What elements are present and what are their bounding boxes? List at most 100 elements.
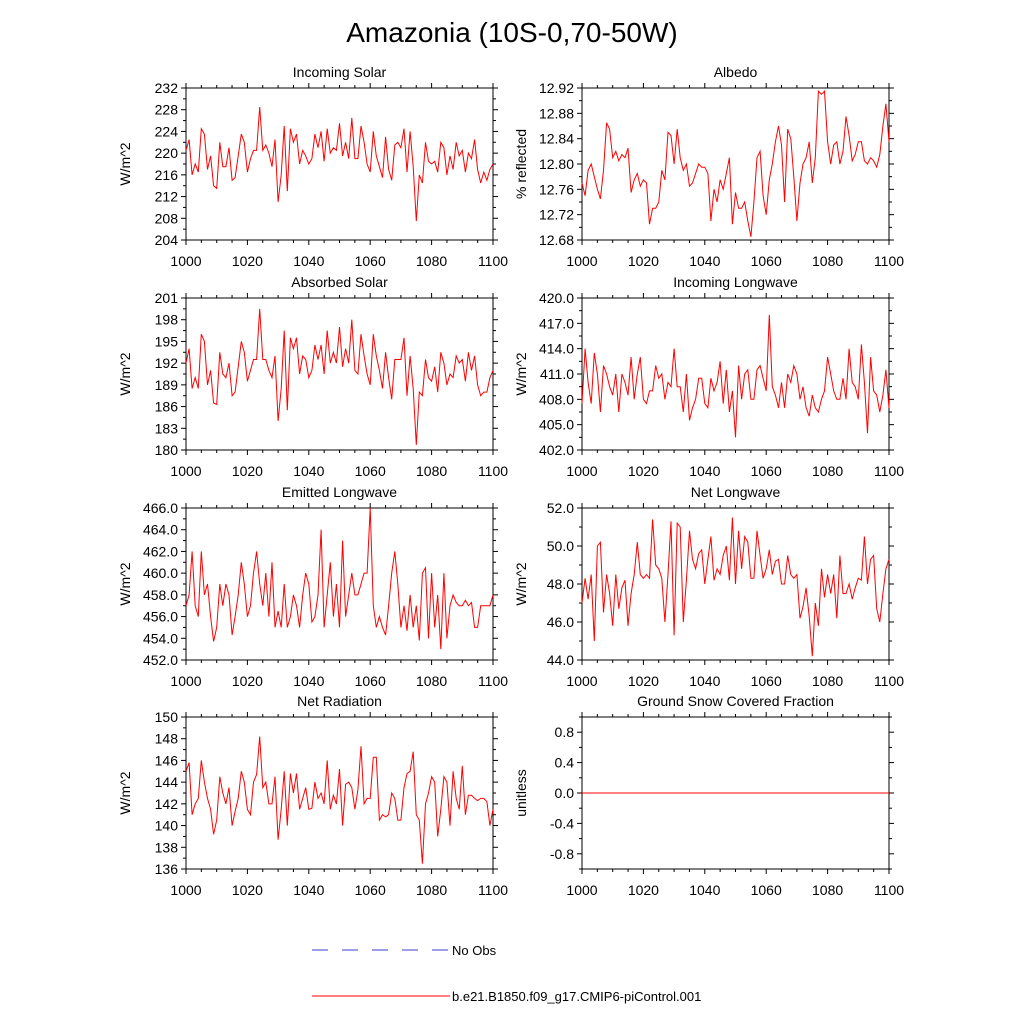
x-tick-label: 1060 [355,673,386,689]
y-tick-label: 148 [155,731,179,747]
x-tick-label: 1040 [293,253,324,269]
y-tick-label: 48.0 [547,576,574,592]
y-tick-label: 414.0 [539,341,574,357]
x-tick-label: 1060 [355,882,386,898]
y-tick-label: 405.0 [539,417,574,433]
legend: No Obs b.e21.B1850.f09_g17.CMIP6-piContr… [312,943,701,1004]
series-line [581,90,890,237]
x-tick-label: 1020 [628,882,659,898]
legend-obs-label: No Obs [452,943,497,958]
x-tick-label: 1060 [355,253,386,269]
y-tick-label: 454.0 [143,630,178,646]
panel-title: Incoming Longwave [673,274,798,290]
panel-title: Albedo [714,64,758,80]
plot-frame [185,297,494,451]
x-tick-label: 1060 [751,673,782,689]
x-tick-label: 1100 [874,882,904,898]
plot-frame [185,87,494,241]
x-tick-label: 1000 [170,673,201,689]
x-tick-label: 1100 [478,673,508,689]
panel-7: Net Radiation W/m^2 136 138 140 142 144 146 148 1… [117,693,508,898]
y-tick-label: 12.76 [539,181,574,197]
x-tick-label: 1060 [751,882,782,898]
x-tick-label: 1020 [628,253,659,269]
y-tick-label: 452.0 [143,652,178,668]
legend-model-label: b.e21.B1850.f09_g17.CMIP6-piControl.001 [452,989,701,1004]
y-tick-label: 458.0 [143,587,178,603]
y-tick-label: 12.92 [539,80,574,96]
x-tick-label: 1080 [416,673,447,689]
x-tick-label: 1060 [751,463,782,479]
y-tick-label: 186 [155,399,179,415]
panel-2: Albedo % reflected 12.68 12.72 12.76 12.80 12.… [513,64,904,269]
x-tick-label: 1020 [232,673,263,689]
y-tick-label: 204 [155,232,179,248]
plot-frame [581,87,890,241]
y-tick-label: 464.0 [143,522,178,538]
x-tick-label: 1100 [478,463,508,479]
y-tick-label: 50.0 [547,538,574,554]
y-tick-label: 417.0 [539,315,574,331]
y-tick-label: -0.4 [550,815,574,831]
y-tick-label: 220 [155,145,179,161]
x-tick-label: 1040 [689,673,720,689]
y-tick-label: 140 [155,818,179,834]
y-axis-label: W/m^2 [117,142,133,185]
y-axis-label: W/m^2 [513,352,529,395]
x-tick-label: 1020 [628,673,659,689]
y-tick-label: 138 [155,839,179,855]
x-tick-label: 1100 [478,253,508,269]
y-tick-label: 466.0 [143,500,178,516]
y-tick-label: 456.0 [143,609,178,625]
y-tick-label: 201 [155,290,179,306]
panel-5: Emitted Longwave W/m^2 452.0 454.0 456.0 458.… [117,484,508,689]
x-tick-label: 1000 [566,673,597,689]
x-tick-label: 1040 [293,882,324,898]
y-tick-label: 411.0 [540,366,574,382]
y-tick-label: 12.72 [539,207,574,223]
panel-8: Ground Snow Covered Fraction unitless -0.8… [513,693,904,898]
y-tick-label: 189 [155,377,179,393]
x-tick-label: 1000 [566,253,597,269]
x-tick-label: 1000 [170,463,201,479]
y-tick-label: 198 [155,312,179,328]
y-axis-label: W/m^2 [117,771,133,814]
series-line [185,507,494,650]
x-tick-label: 1080 [812,882,843,898]
series-line [581,517,890,657]
y-tick-label: 12.88 [539,105,574,121]
figure-title: Amazonia (10S-0,70-50W) [346,17,677,48]
x-tick-label: 1100 [478,882,508,898]
x-tick-label: 1000 [170,882,201,898]
y-tick-label: 12.80 [539,156,574,172]
y-axis-label: W/m^2 [117,562,133,605]
x-tick-label: 1020 [628,463,659,479]
panel-title: Net Radiation [297,693,382,709]
x-tick-label: 1080 [416,463,447,479]
series-line [185,308,494,445]
x-tick-label: 1080 [416,253,447,269]
series-line [185,106,494,222]
x-tick-label: 1060 [751,253,782,269]
x-tick-label: 1000 [566,882,597,898]
x-tick-label: 1040 [689,463,720,479]
panel-1: Incoming Solar W/m^2 204 208 212 216 220 224 228… [117,64,508,269]
x-tick-label: 1100 [874,253,904,269]
y-tick-label: 144 [155,774,179,790]
x-tick-label: 1100 [874,673,904,689]
y-tick-label: 0.4 [555,755,575,771]
y-tick-label: 150 [155,709,179,725]
x-tick-label: 1080 [416,882,447,898]
y-tick-label: 232 [155,80,179,96]
y-tick-label: 228 [155,102,179,118]
panel-title: Net Longwave [691,484,781,500]
x-tick-label: 1040 [689,882,720,898]
x-tick-label: 1020 [232,463,263,479]
series-line [185,736,494,864]
y-axis-label: % reflected [513,129,529,199]
y-tick-label: 12.84 [539,131,574,147]
y-tick-label: 420.0 [539,290,574,306]
y-tick-label: 0.0 [555,785,575,801]
x-tick-label: 1000 [170,253,201,269]
